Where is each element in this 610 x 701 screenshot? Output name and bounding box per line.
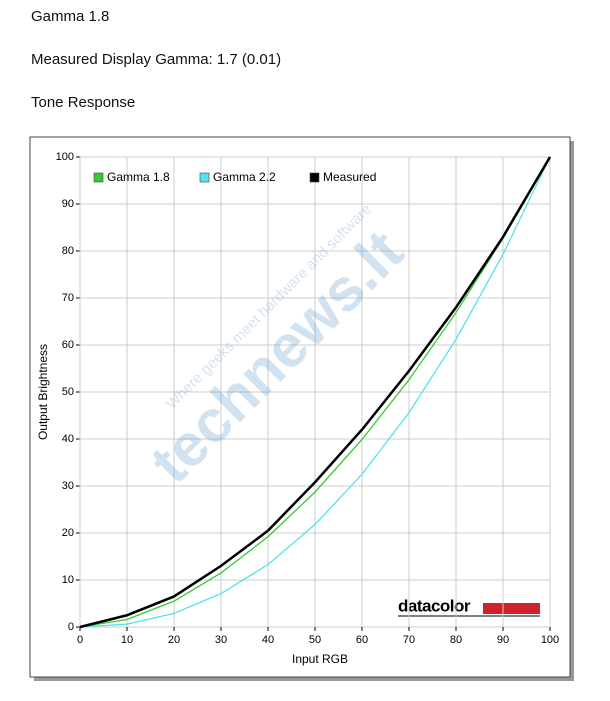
x-axis-label: Input RGB	[292, 652, 348, 666]
y-tick-label: 10	[62, 574, 74, 586]
x-tick-label: 60	[356, 634, 368, 646]
x-tick-label: 50	[309, 634, 321, 646]
line-series	[79, 156, 551, 628]
y-tick-label: 30	[62, 480, 74, 492]
logo: datacolor	[398, 596, 471, 615]
y-tick-label: 100	[56, 151, 74, 163]
y-tick-label: 70	[62, 292, 74, 304]
chart-frame	[29, 136, 571, 678]
legend-swatch	[309, 172, 320, 183]
legend-label: Gamma 2.2	[213, 170, 276, 184]
y-axis-label: Output Brightness	[36, 344, 50, 440]
y-tick-label: 50	[62, 386, 74, 398]
y-tick-label: 60	[62, 339, 74, 351]
legend-label: Gamma 1.8	[107, 170, 170, 184]
x-tick-label: 80	[450, 634, 462, 646]
x-tick-label: 10	[121, 634, 133, 646]
y-tick-label: 80	[62, 245, 74, 257]
line-series	[79, 156, 552, 629]
logo-bar	[483, 603, 540, 614]
x-tick-label: 90	[497, 634, 509, 646]
y-tick-label: 40	[62, 433, 74, 445]
x-tick-label: 0	[77, 634, 83, 646]
y-tick-label: 90	[62, 198, 74, 210]
page-title: Gamma 1.8	[31, 8, 110, 25]
x-tick-label: 100	[541, 634, 559, 646]
x-tick-label: 40	[262, 634, 274, 646]
measured-gamma: Measured Display Gamma: 1.7 (0.01)	[31, 51, 282, 68]
line-series	[79, 156, 551, 628]
legend-swatch	[93, 172, 104, 183]
x-tick-label: 30	[215, 634, 227, 646]
y-tick-label: 20	[62, 527, 74, 539]
x-tick-label: 20	[168, 634, 180, 646]
section-title: Tone Response	[31, 94, 136, 111]
legend-label: Measured	[323, 170, 376, 184]
y-tick-label: 0	[68, 621, 74, 633]
x-tick-label: 70	[403, 634, 415, 646]
legend-swatch	[199, 172, 210, 183]
